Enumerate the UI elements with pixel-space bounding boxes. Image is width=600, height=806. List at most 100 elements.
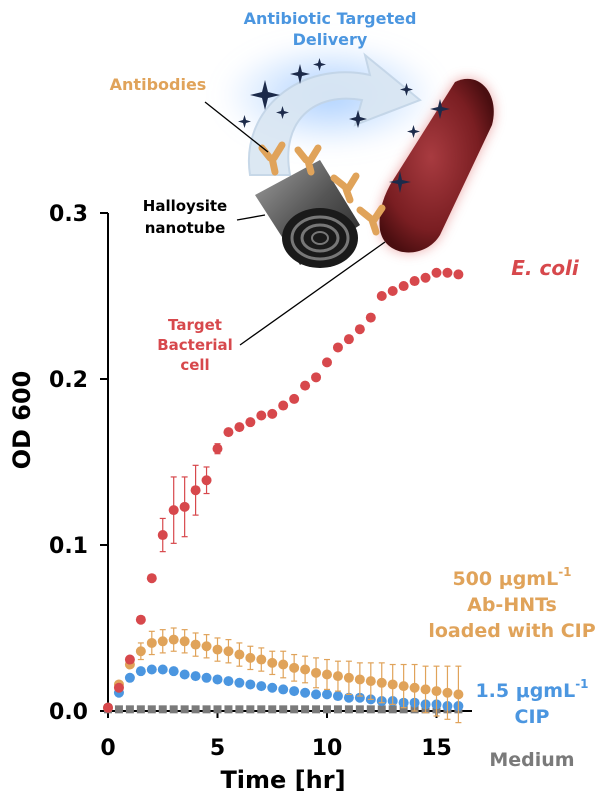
data-point — [212, 644, 223, 655]
data-point — [158, 705, 167, 714]
data-point — [322, 669, 332, 680]
cip-label-line2: CIP — [515, 706, 550, 728]
y-tick-label: 0.3 — [49, 202, 88, 227]
delivery-label-line1: Antibiotic Targeted — [244, 9, 417, 28]
data-point — [300, 664, 311, 675]
data-point — [398, 281, 409, 292]
halloysite-label-line2: nanotube — [145, 219, 226, 237]
data-point — [245, 652, 256, 663]
data-point — [311, 689, 322, 700]
bacterium-icon — [379, 78, 494, 253]
series-3 — [104, 705, 463, 714]
plot-area — [103, 267, 464, 724]
data-point — [191, 705, 200, 714]
data-point — [180, 705, 189, 714]
delivery-label-line2: Delivery — [293, 30, 368, 49]
data-point — [157, 636, 168, 647]
data-point — [135, 614, 146, 625]
data-point — [212, 674, 223, 685]
data-point — [168, 666, 179, 677]
abhnt-label-line1: 500 μgmL-1 — [452, 565, 571, 590]
data-point — [387, 679, 398, 690]
data-point — [125, 705, 134, 714]
data-point — [267, 408, 278, 419]
data-point — [387, 286, 398, 297]
x-tick-label: 5 — [210, 736, 225, 761]
data-point — [179, 636, 190, 647]
data-point — [300, 380, 311, 391]
halloysite-label-line1: Halloysite — [143, 197, 227, 215]
data-point — [147, 705, 156, 714]
antibody-icons — [258, 141, 386, 236]
cip-label-line1-sup: -1 — [575, 677, 588, 691]
data-point — [354, 324, 365, 335]
data-point — [376, 291, 387, 301]
data-point — [246, 705, 255, 714]
cell-pointer — [239, 241, 386, 346]
data-point — [365, 312, 376, 323]
data-point — [124, 672, 135, 683]
data-point — [234, 649, 245, 660]
delivery-arrow-icon — [247, 52, 422, 176]
data-point — [168, 505, 179, 516]
cip-label-line1: 1.5 μgmL-1 — [475, 677, 588, 702]
nanotube-icon — [255, 160, 360, 268]
data-point — [312, 705, 321, 714]
data-point — [332, 691, 343, 702]
antibodies-pointer — [204, 101, 269, 153]
y-tick-label: 0.2 — [49, 368, 88, 393]
data-point — [257, 705, 266, 714]
target-label-line3: cell — [180, 356, 209, 374]
data-point — [114, 705, 123, 714]
data-point — [146, 664, 157, 675]
data-point — [343, 672, 354, 683]
data-point — [234, 422, 245, 433]
data-point — [290, 705, 299, 714]
abhnt-label-line1-main: 500 μgmL — [452, 568, 558, 590]
data-point — [201, 672, 212, 683]
data-point — [343, 334, 354, 345]
data-point — [256, 654, 267, 665]
data-point — [409, 276, 420, 287]
data-point — [124, 654, 135, 665]
data-point — [245, 417, 256, 428]
data-point — [343, 692, 354, 703]
series-labels: E. coli 500 μgmL-1 Ab-HNTs loaded with C… — [428, 256, 595, 771]
data-point — [135, 646, 146, 657]
data-point — [398, 681, 409, 692]
data-point — [278, 659, 289, 670]
data-point — [224, 705, 233, 714]
data-point — [267, 682, 278, 693]
data-point — [388, 705, 397, 714]
nanotube-pointer — [236, 214, 266, 221]
data-point — [323, 705, 331, 714]
antibodies-label: Antibodies — [110, 75, 207, 94]
data-point — [332, 342, 343, 353]
data-point — [420, 684, 431, 695]
axes: 0 5 10 15 0.0 0.1 0.2 0.3 Time [hr] OD 600 — [8, 202, 472, 794]
data-point — [311, 667, 322, 678]
data-point — [354, 692, 365, 703]
abhnt-label-line3: loaded with CIP — [428, 620, 595, 642]
data-point — [377, 705, 386, 714]
data-point — [190, 671, 201, 682]
data-point — [431, 686, 442, 697]
data-point — [103, 702, 113, 713]
y-axis-title: OD 600 — [8, 371, 36, 470]
abhnt-label-line2: Ab-HNTs — [467, 594, 557, 616]
x-axis-title: Time [hr] — [220, 766, 345, 794]
data-point — [190, 639, 201, 650]
data-point — [234, 677, 245, 688]
y-tick-label: 0.0 — [49, 700, 88, 725]
medium-label: Medium — [489, 749, 574, 771]
data-point — [135, 666, 146, 677]
data-point — [245, 679, 256, 690]
data-point — [322, 689, 332, 700]
data-point — [453, 269, 464, 280]
data-point — [278, 400, 289, 411]
data-point — [190, 485, 201, 496]
data-point — [442, 267, 453, 278]
data-point — [157, 530, 168, 541]
data-point — [301, 705, 310, 714]
